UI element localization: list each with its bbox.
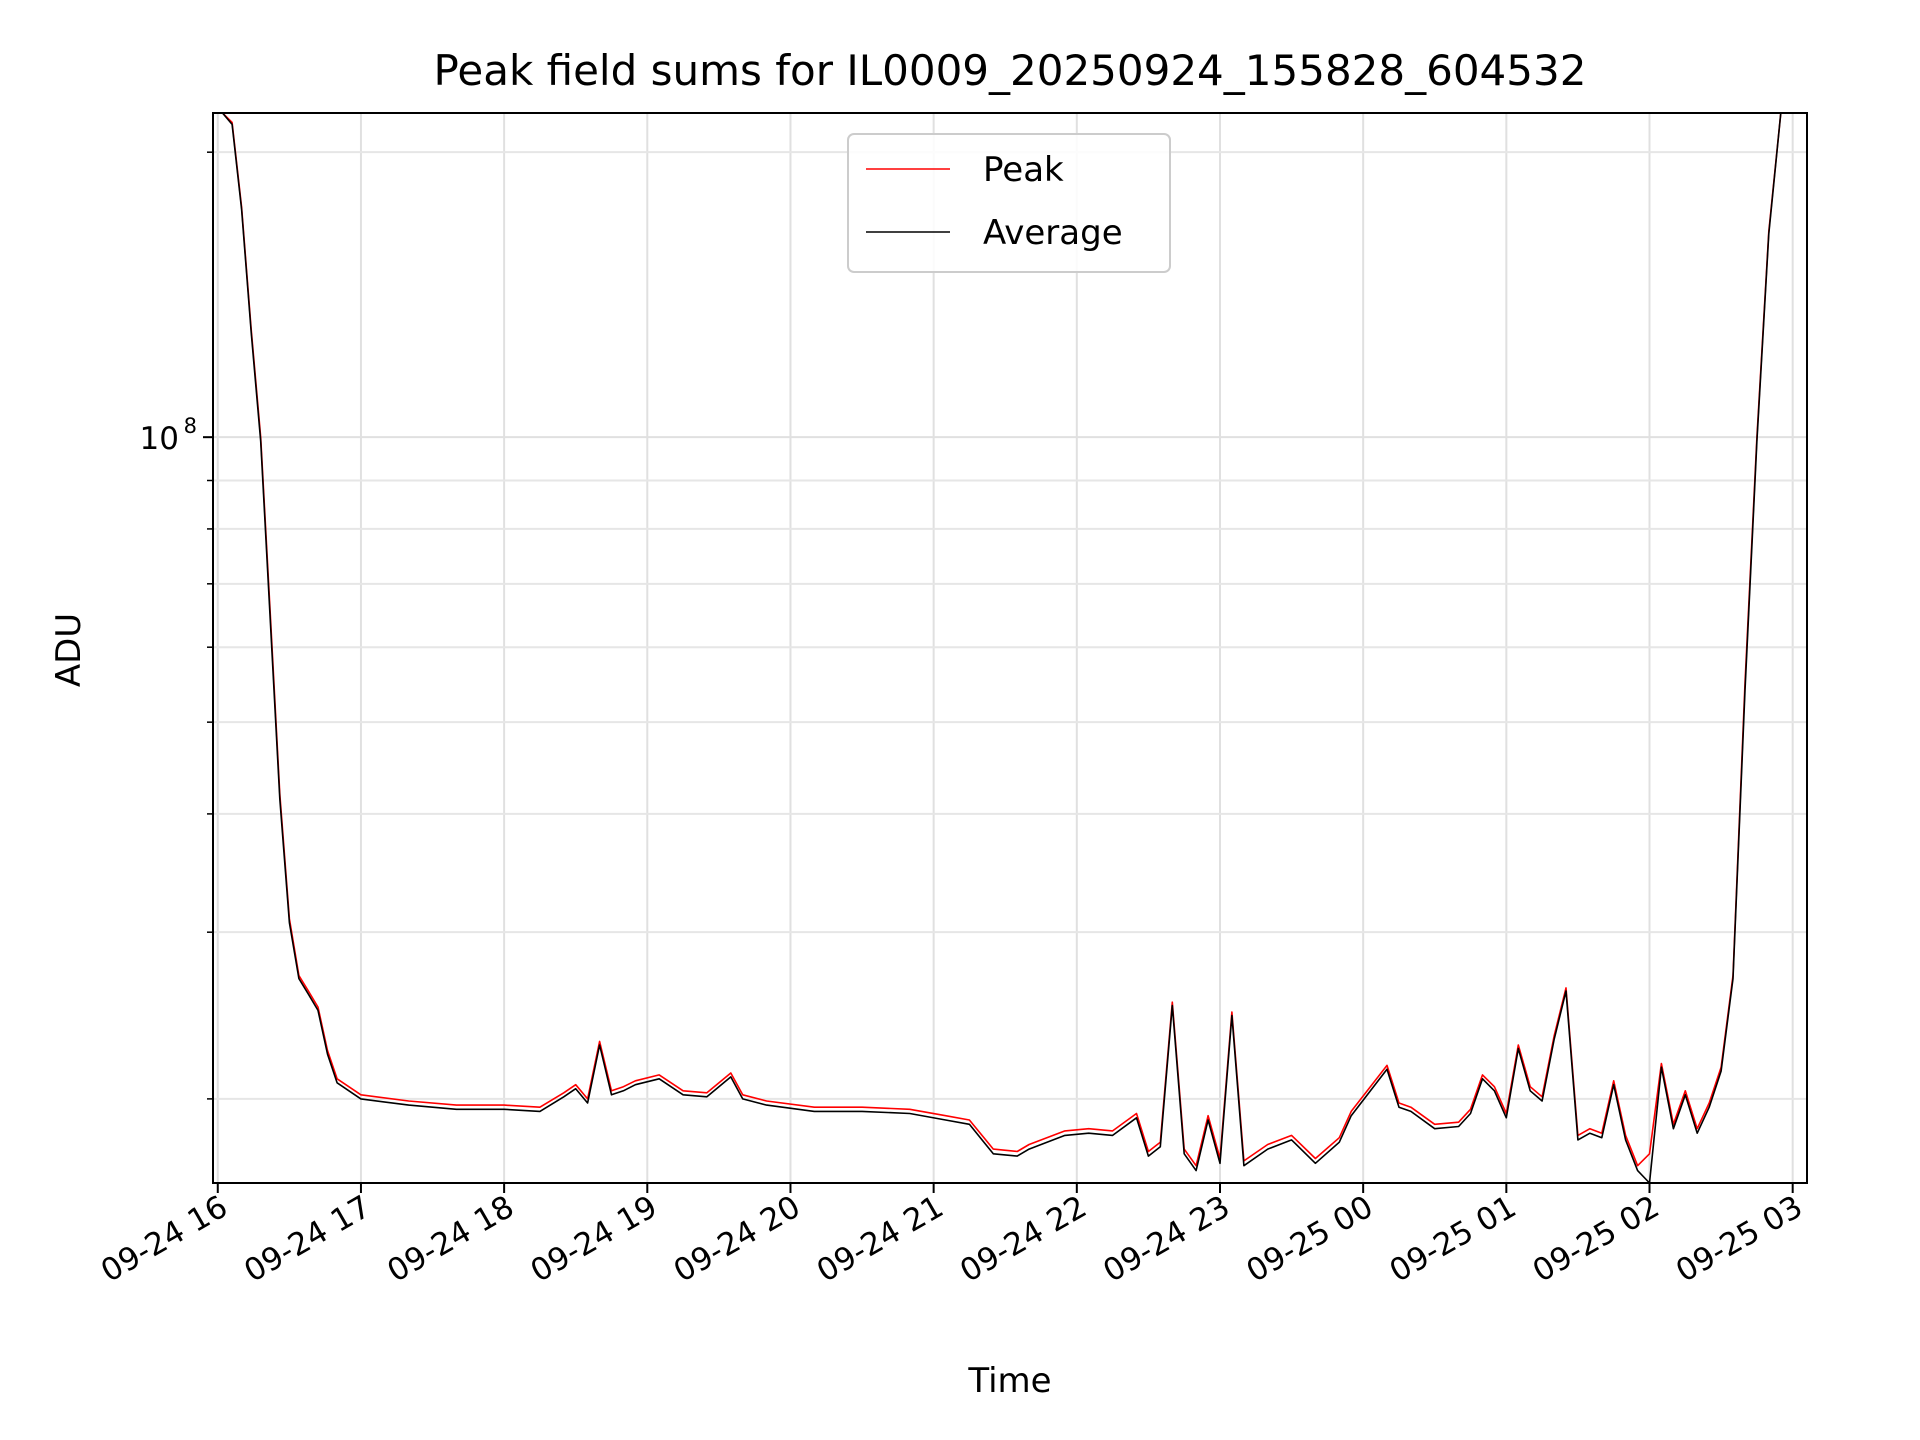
y-tick-label: 10 [140, 421, 179, 457]
legend: Peak Average [847, 133, 1171, 273]
y-axis-ticks: 10 8 [140, 151, 213, 1100]
plot-area-frame [212, 112, 1808, 1184]
y-tick-exponent: 8 [184, 414, 197, 438]
legend-peak-label: Peak [983, 150, 1064, 190]
legend-average-label: Average [983, 213, 1123, 253]
x-axis-label: Time [967, 1361, 1051, 1401]
average-series-line [213, 112, 1782, 1184]
plot-lines [213, 112, 1782, 1184]
y-axis-label: ADU [49, 613, 89, 687]
chart-title: Peak field sums for IL0009_20250924_1558… [434, 46, 1587, 95]
peak-series-line [213, 112, 1782, 1167]
